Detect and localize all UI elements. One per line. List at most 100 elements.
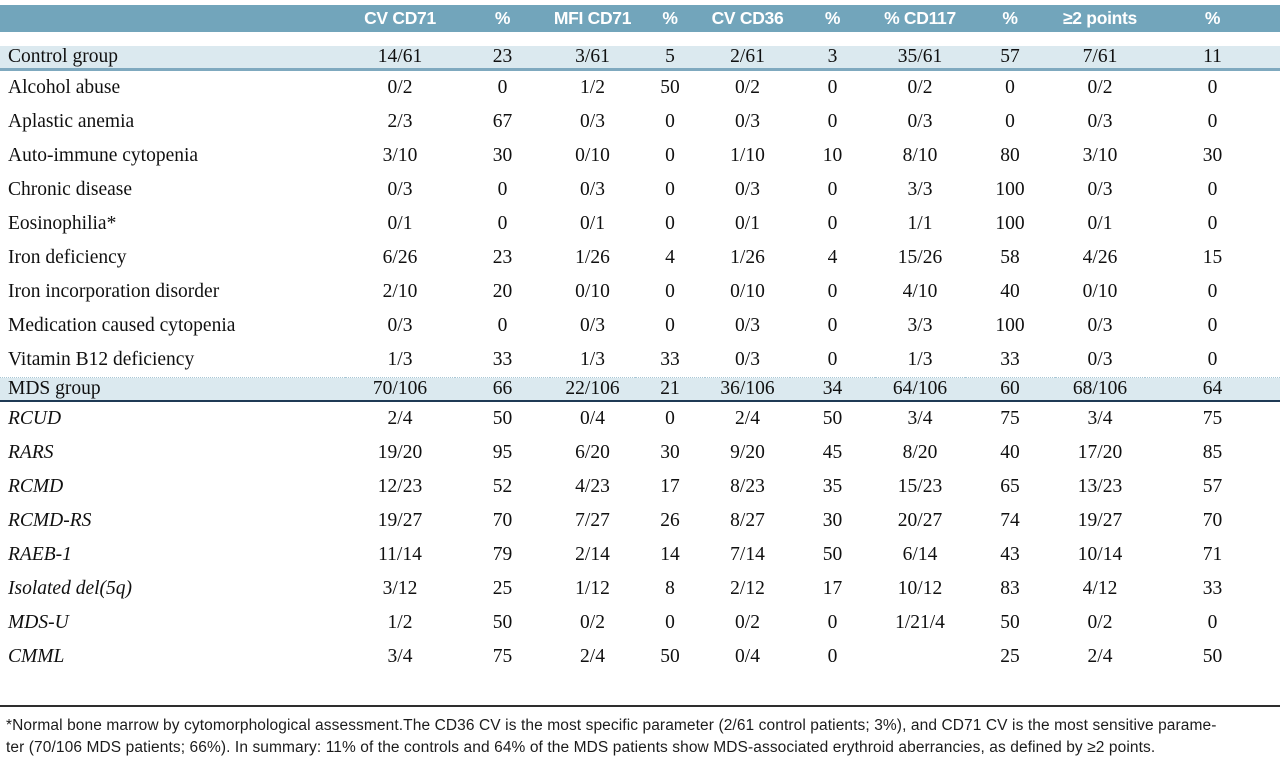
table-cell: 0/10: [575, 281, 610, 302]
table-cell: 0: [1005, 77, 1015, 98]
table-cell: 15/26: [897, 247, 943, 268]
table-cell: 30: [492, 145, 513, 166]
table-cell: 6/20: [575, 442, 610, 463]
table-cell: 43: [1000, 544, 1020, 565]
table-cell: 1/1: [907, 213, 933, 234]
table-cell: 3/3: [907, 315, 933, 336]
table-row: MDS-U 1/2 50 0/2 0 0/2 0 1/21/4 50 0/2 0: [0, 606, 1280, 640]
table-cell: 0/3: [735, 315, 760, 336]
row-label: Iron incorporation disorder: [8, 281, 220, 302]
table-cell: 2/4: [1087, 646, 1113, 667]
table-cell: 50: [1202, 646, 1223, 667]
table-cell: 19/27: [1077, 510, 1123, 531]
table-cell: 3/10: [382, 145, 418, 166]
table-cell: 15: [1202, 247, 1223, 268]
table-cell: 0: [1207, 315, 1218, 336]
table-cell: 1/3: [387, 349, 413, 370]
table-cell: 0: [827, 646, 838, 667]
table-cell: 35/61: [875, 39, 965, 71]
table-cell: 6/26: [382, 247, 418, 268]
table-cell: 36/106: [705, 377, 790, 402]
table-cell: 9/20: [730, 442, 765, 463]
table-cell: 7/14: [730, 544, 765, 565]
table-cell: 33: [1000, 349, 1020, 370]
table-cell: 8/23: [730, 476, 765, 497]
table-row: Aplastic anemia 2/3 67 0/3 0 0/3 0 0/3 0 0/3 0: [0, 105, 1280, 139]
table-cell: 0: [665, 315, 675, 336]
table-cell: 0/2: [907, 77, 933, 98]
column-header: %: [455, 5, 550, 46]
table-cell: 0: [665, 179, 675, 200]
table-cell: 0: [1207, 179, 1218, 200]
table-cell: 0: [827, 179, 838, 200]
table-cell: 33: [1202, 578, 1223, 599]
table-cell: 67: [492, 111, 513, 132]
table-cell: [875, 640, 965, 674]
table-cell: 17: [822, 578, 843, 599]
table-cell: 4/12: [1082, 578, 1118, 599]
table-cell: 40: [1000, 442, 1020, 463]
row-label: RCUD: [8, 408, 62, 429]
table-cell: 20: [492, 281, 513, 302]
table-figure: CV CD71% MFI CD71% CV CD36%% CD117% ≥2 poin…: [0, 5, 1280, 763]
table-cell: 79: [492, 544, 513, 565]
table-row: Vitamin B12 deficiency 1/3 33 1/3 33 0/3 0 1/3 3…: [0, 343, 1280, 378]
table-cell: 2/4: [735, 408, 760, 429]
row-label: Auto-immune cytopenia: [8, 145, 199, 166]
table-cell: 1/2: [580, 77, 605, 98]
row-label: RCMD: [8, 476, 64, 497]
row-label: MDS group: [0, 377, 345, 402]
row-label: Iron deficiency: [8, 247, 127, 268]
table-cell: 0: [665, 213, 675, 234]
table-cell: 0/3: [387, 315, 413, 336]
table-cell: 6/14: [902, 544, 938, 565]
table-row: RCUD 2/4 50 0/4 0 2/4 50 3/4 75 3/4 75: [0, 401, 1280, 436]
table-cell: 0/2: [735, 612, 760, 633]
table-cell: 2/4: [580, 646, 605, 667]
table-cell: 1/2: [387, 612, 413, 633]
table-cell: 10: [822, 145, 843, 166]
table-cell: 52: [492, 476, 513, 497]
table-cell: 40: [1000, 281, 1020, 302]
table-cell: 0: [665, 408, 675, 429]
footnote-line-1: *Normal bone marrow by cytomorphological…: [6, 717, 1217, 734]
table-cell: 0: [665, 111, 675, 132]
table-cell: 83: [1000, 578, 1020, 599]
table-cell: 25: [1000, 646, 1020, 667]
table-cell: 8/10: [902, 145, 938, 166]
table-cell: 33: [492, 349, 513, 370]
table-row: RARS 19/20 95 6/20 30 9/20 45 8/20 40 17/20 85: [0, 436, 1280, 470]
table-cell: 0/1: [580, 213, 605, 234]
table-cell: 0/3: [580, 111, 605, 132]
table-cell: 34: [790, 377, 875, 402]
table-cell: 1/10: [730, 145, 765, 166]
table-cell: 4: [665, 247, 675, 268]
table-cell: 68/106: [1055, 377, 1145, 402]
table-cell: 25: [492, 578, 513, 599]
table-cell: 0: [1207, 349, 1218, 370]
table-cell: 13/23: [1077, 476, 1123, 497]
table-cell: 12/23: [377, 476, 423, 497]
table-cell: 14/61: [345, 39, 455, 71]
table-cell: 70/106: [345, 377, 455, 402]
table-cell: 0/1: [735, 213, 760, 234]
table-cell: 0: [497, 77, 508, 98]
table-cell: 23: [492, 247, 513, 268]
row-label: Vitamin B12 deficiency: [8, 349, 195, 370]
table-cell: 4/23: [575, 476, 610, 497]
table-cell: 95: [492, 442, 513, 463]
table-cell: 17/20: [1077, 442, 1123, 463]
table-cell: 45: [822, 442, 843, 463]
table-row: Isolated del(5q) 3/12 25 1/12 8 2/12 17 10/12 83…: [0, 572, 1280, 606]
table-cell: 0: [497, 213, 508, 234]
table-cell: 75: [492, 646, 513, 667]
table-cell: 50: [1000, 612, 1020, 633]
table-cell: 0: [1207, 213, 1218, 234]
table-cell: 58: [1000, 247, 1020, 268]
table-cell: 7/61: [1055, 39, 1145, 71]
row-label: Chronic disease: [8, 179, 133, 200]
table-row: CMML 3/4 75 2/4 50 0/4 0 25 2/4 50: [0, 640, 1280, 674]
table-row: Alcohol abuse 0/2 0 1/2 50 0/2 0 0/2 0 0/2 0: [0, 70, 1280, 106]
table-cell: 0/3: [735, 179, 760, 200]
table-cell: 0: [1005, 111, 1015, 132]
